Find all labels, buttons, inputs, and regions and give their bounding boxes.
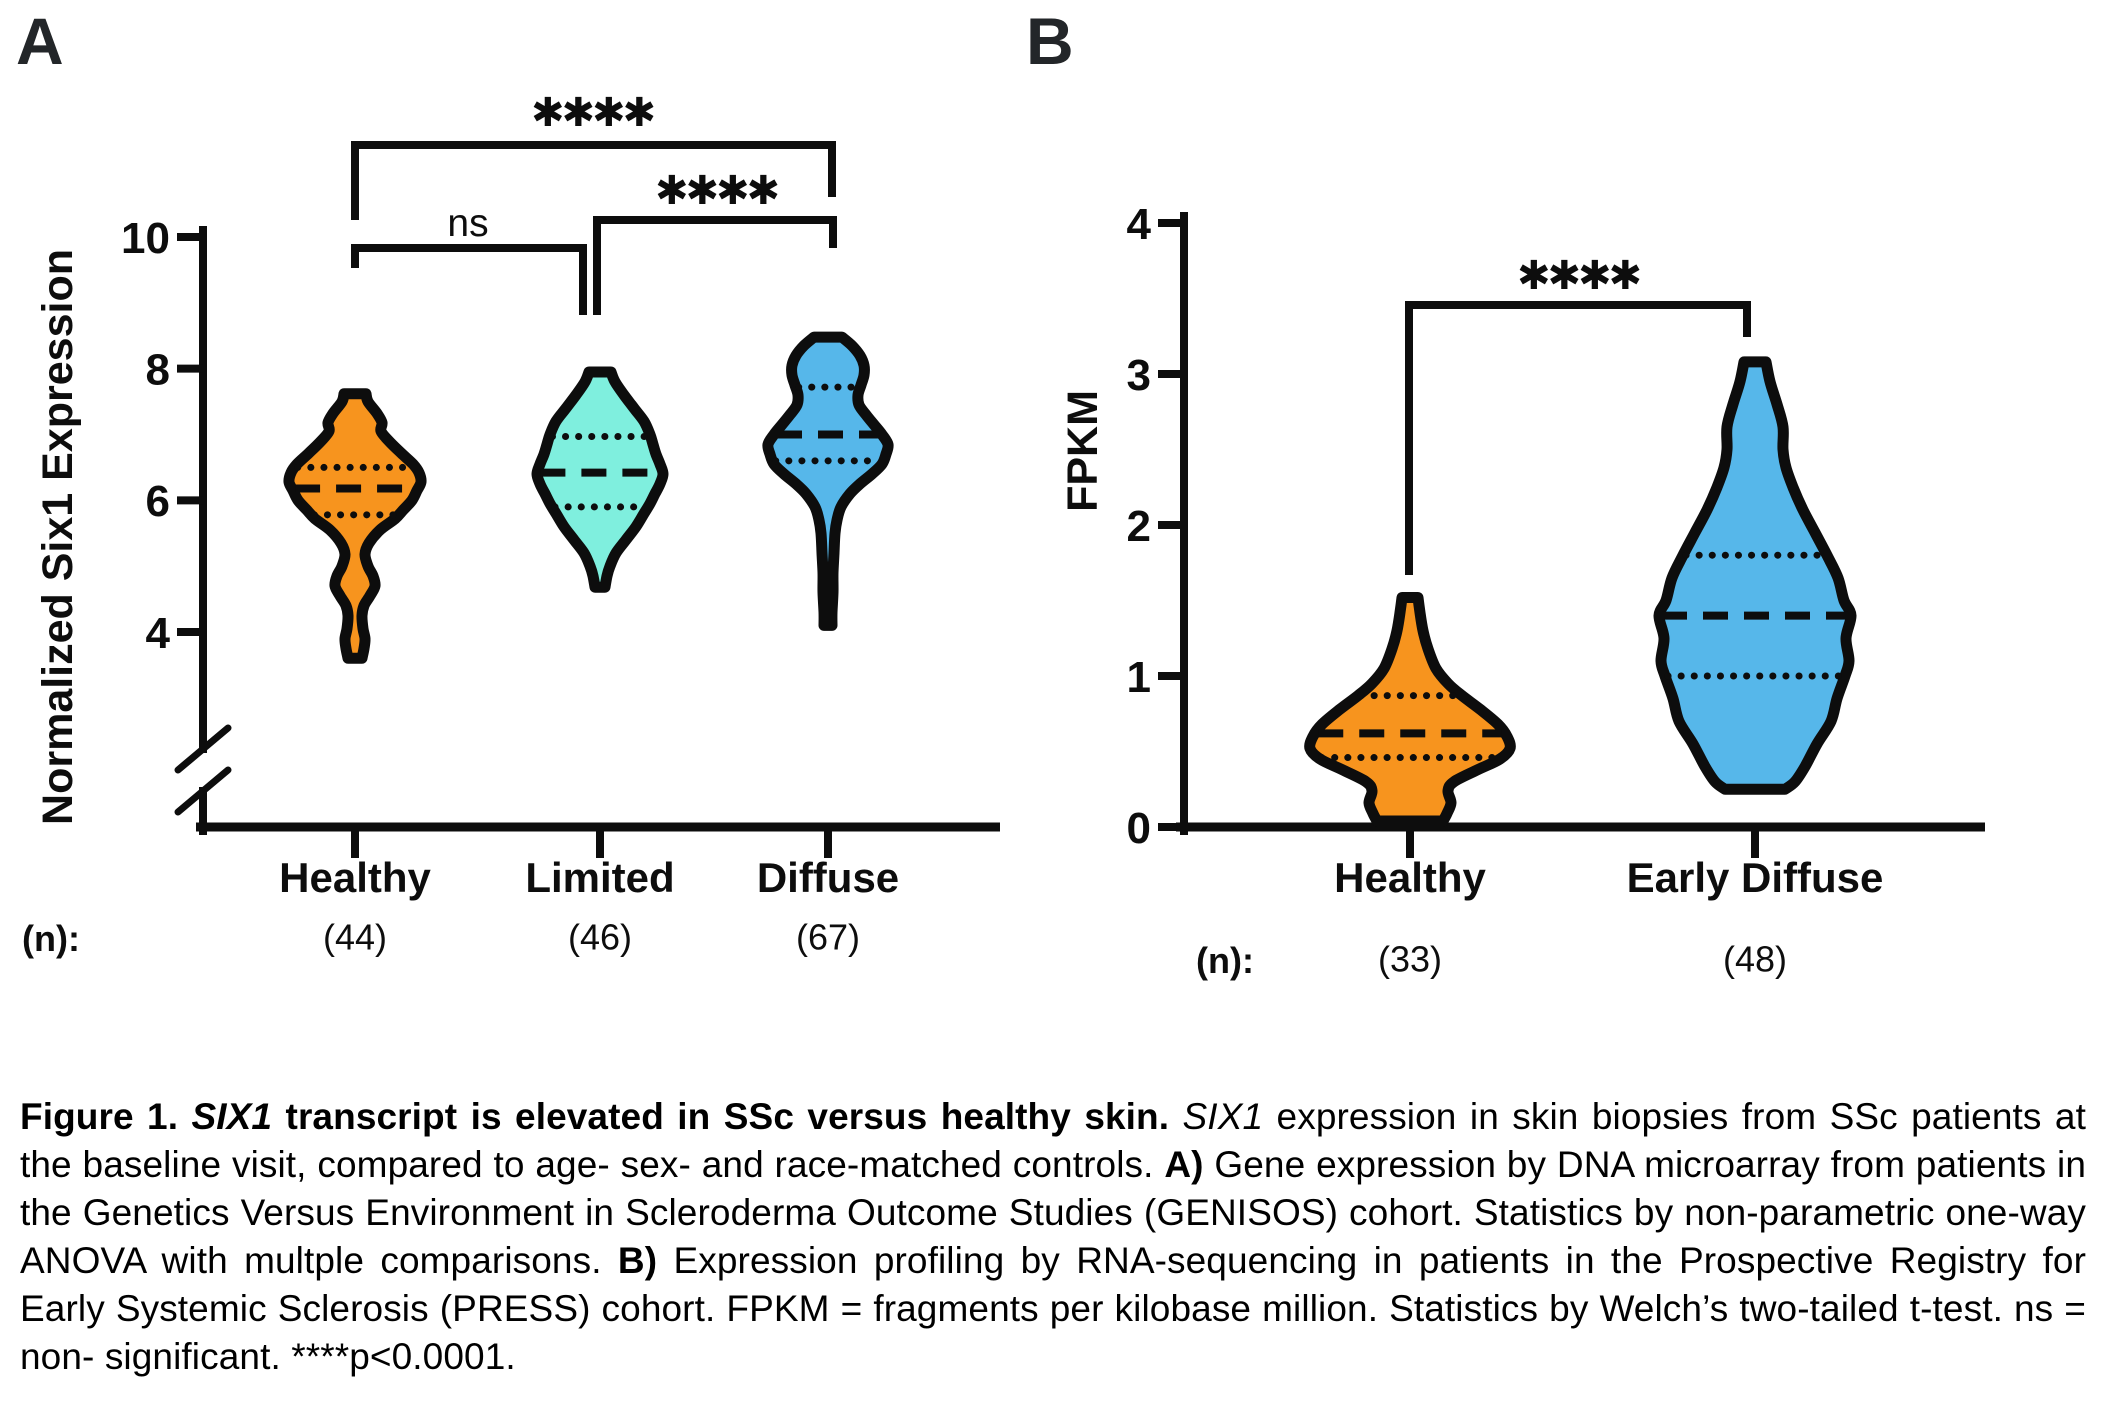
violin-early-diffuse xyxy=(1653,356,1857,795)
violin-diffuse xyxy=(762,331,894,631)
caption-segment-panel-b-ref: B) xyxy=(617,1240,658,1281)
significance-bracket xyxy=(351,141,836,220)
significance-bracket xyxy=(1405,301,1751,575)
n-count-diffuse: (67) xyxy=(796,917,860,958)
panel-b-letter: B xyxy=(1026,4,1074,78)
axis-break-slash xyxy=(174,724,232,774)
significance-stars: ✱✱✱✱ xyxy=(655,168,778,214)
y-tick-label: 6 xyxy=(146,477,170,526)
panel-a-chart: 10 8 6 4 Normalized Six1 Expression Healthy (4… xyxy=(34,90,1000,958)
caption-segment: transcript is elevated in SSc versus hea… xyxy=(272,1096,1183,1137)
x-category-label-early-diffuse: Early Diffuse xyxy=(1627,854,1884,901)
panel-a-letter: A xyxy=(16,4,64,78)
figure-caption: Figure 1. SIX1 transcript is elevated in… xyxy=(20,1093,2086,1381)
n-count-healthy: (33) xyxy=(1378,939,1442,980)
y-tick-label: 4 xyxy=(1127,200,1152,249)
violin-healthy xyxy=(1304,592,1516,827)
n-count-early-diffuse: (48) xyxy=(1723,939,1787,980)
violin-healthy xyxy=(283,388,427,664)
caption-segment-panel-a-ref: A) xyxy=(1164,1144,1204,1185)
n-count-limited: (46) xyxy=(568,917,632,958)
panel-b-n-row-label: (n): xyxy=(1196,940,1254,981)
x-category-label-healthy: Healthy xyxy=(279,854,431,901)
y-axis-title: FPKM xyxy=(1059,390,1107,512)
y-tick-label: 10 xyxy=(121,214,170,263)
significance-stars: ✱✱✱✱ xyxy=(1517,253,1640,299)
significance-stars: ✱✱✱✱ xyxy=(531,90,654,136)
x-category-label-limited: Limited xyxy=(525,854,674,901)
x-category-label-healthy: Healthy xyxy=(1334,854,1486,901)
y-tick-label: 0 xyxy=(1127,804,1151,853)
caption-segment: expression in skin biopsies from SSc pat… xyxy=(20,1096,2086,1185)
y-tick-label: 3 xyxy=(1127,351,1151,400)
significance-bracket xyxy=(351,244,587,315)
significance-bracket xyxy=(593,216,837,315)
x-category-label-diffuse: Diffuse xyxy=(757,854,899,901)
caption-segment: Figure 1. xyxy=(20,1096,192,1137)
violin-limited xyxy=(531,366,669,593)
axis-break-slash xyxy=(174,766,232,816)
caption-segment: Gene expression by DNA microarray from p… xyxy=(20,1144,2086,1281)
significance-ns-label: ns xyxy=(447,202,488,245)
y-tick-label: 8 xyxy=(146,346,170,395)
panel-b-chart: 4 3 2 1 0 FPKM Healthy (33) Early Diffuse (48) ✱✱✱… xyxy=(1059,200,1985,980)
caption-segment-gene: SIX1 xyxy=(191,1096,273,1137)
caption-segment: Expression profiling by RNA-sequencing i… xyxy=(20,1240,2086,1377)
caption-segment-gene: SIX1 xyxy=(1182,1096,1264,1137)
y-tick-label: 2 xyxy=(1127,502,1151,551)
n-count-healthy: (44) xyxy=(323,917,387,958)
y-axis-title: Normalized Six1 Expression xyxy=(34,249,82,825)
y-tick-label: 1 xyxy=(1127,653,1151,702)
panel-a-n-row-label: (n): xyxy=(22,918,80,959)
y-tick-label: 4 xyxy=(146,609,171,658)
